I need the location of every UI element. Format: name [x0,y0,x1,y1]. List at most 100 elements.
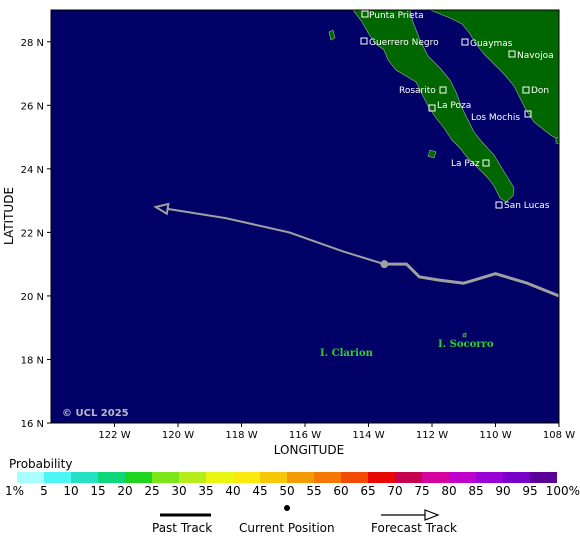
forecast-track-key-label: Forecast Track [371,521,457,535]
lon-tick-label: 118 W [225,430,257,441]
probability-swatch [449,472,476,483]
lat-tick-label: 18 N [21,355,44,366]
probability-swatch [179,472,206,483]
probability-label: 25 [144,484,159,498]
y-axis-label: LATITUDE [2,187,16,245]
probability-swatch [71,472,98,483]
lon-tick-label: 120 W [162,430,194,441]
lon-tick-label: 116 W [289,430,321,441]
probability-color-bar [17,472,557,483]
city-label: Don [531,86,549,96]
city-marker [482,159,490,167]
probability-labels: 1% 5 10 15 20 25 30 35 40 45 50 55 60 65 70 75 80 85 90 95 1… [5,484,580,498]
lon-tick-label: 108 W [543,430,575,441]
probability-label: 80 [441,484,456,498]
forecast-track-line [155,205,385,266]
probability-label: 90 [495,484,510,498]
probability-swatch [206,472,233,483]
probability-swatch [314,472,341,483]
city-label: Navojoa [517,51,554,61]
city-label: Guaymas [470,39,513,49]
island-label-socorro: I. Socorro [438,339,494,350]
lon-tick-label: 112 W [416,430,448,441]
city-label: Los Mochis [471,113,520,123]
lon-tick-label: 122 W [98,430,130,441]
city-label: La Paz [451,159,480,169]
lat-tick-label: 20 N [21,292,44,303]
probability-label: 85 [468,484,483,498]
mainland-mexico [429,9,560,141]
lon-tick-label: 110 W [479,430,511,441]
current-position-marker [380,260,389,269]
lat-tick-label: 28 N [21,38,44,49]
city-marker [495,201,503,209]
baja-california [352,9,515,203]
lat-tick-label: 22 N [21,228,44,239]
probability-swatch [476,472,503,483]
probability-label: 70 [387,484,402,498]
city-marker [508,50,516,58]
probability-swatch [98,472,125,483]
city-marker [428,104,436,112]
probability-swatch [125,472,152,483]
city-marker [524,110,532,118]
probability-label: 65 [360,484,375,498]
probability-swatch [233,472,260,483]
city-marker [361,10,369,18]
city-label: La Poza [437,101,471,111]
storm-track [153,202,560,298]
city-marker [522,86,530,94]
probability-label: 95 [522,484,537,498]
probability-label: 60 [333,484,348,498]
probability-label: 40 [225,484,240,498]
probability-swatch [368,472,395,483]
latitude-ticks: 28 N 26 N 24 N 22 N 20 N 18 N 16 N [21,38,51,430]
probability-label: 75 [414,484,429,498]
probability-swatch [287,472,314,483]
probability-label: 20 [117,484,132,498]
lon-tick-label: 114 W [352,430,384,441]
lat-tick-label: 26 N [21,101,44,112]
lat-tick-label: 16 N [21,419,44,430]
probability-label: 45 [252,484,267,498]
city-marker [439,86,447,94]
city-label: Rosarito [399,86,436,96]
forecast-arrowhead [153,202,170,216]
past-track-key-label: Past Track [152,521,212,535]
island-label-clarion: I. Clarion [320,348,374,359]
past-track-line [384,262,560,298]
ocean [51,10,559,423]
lat-tick-label: 24 N [21,165,44,176]
probability-label: 15 [90,484,105,498]
probability-label: 5 [40,484,48,498]
copyright-text: © UCL 2025 [62,408,129,419]
city-marker [461,38,469,46]
current-position-key-label: Current Position [239,521,335,535]
probability-label: 10 [63,484,78,498]
probability-label: 100% [546,484,580,498]
city-marker [360,37,368,45]
probability-swatch [341,472,368,483]
current-position-key-dot [284,505,290,511]
probability-swatch [530,472,557,483]
city-label: Punta Prieta [369,11,424,21]
island-socorro-shape [462,332,467,338]
probability-swatch [17,472,44,483]
island-cedros [328,29,336,41]
cities: Punta Prieta Guerrero Negro Guaymas Navojoa… [360,10,554,211]
probability-title: Probability [9,457,72,471]
probability-label: 30 [171,484,186,498]
probability-swatch [422,472,449,483]
city-label: Guerrero Negro [369,38,439,48]
probability-label: 1% [5,484,24,498]
probability-label: 50 [279,484,294,498]
probability-swatch [44,472,71,483]
probability-swatch [152,472,179,483]
city-label: San Lucas [504,201,550,211]
probability-swatch [503,472,530,483]
longitude-ticks: 122 W 120 W 118 W 116 W 114 W 112 W 110 W 108 W [98,423,575,441]
probability-swatch [260,472,287,483]
x-axis-label: LONGITUDE [274,443,344,457]
probability-label: 55 [306,484,321,498]
